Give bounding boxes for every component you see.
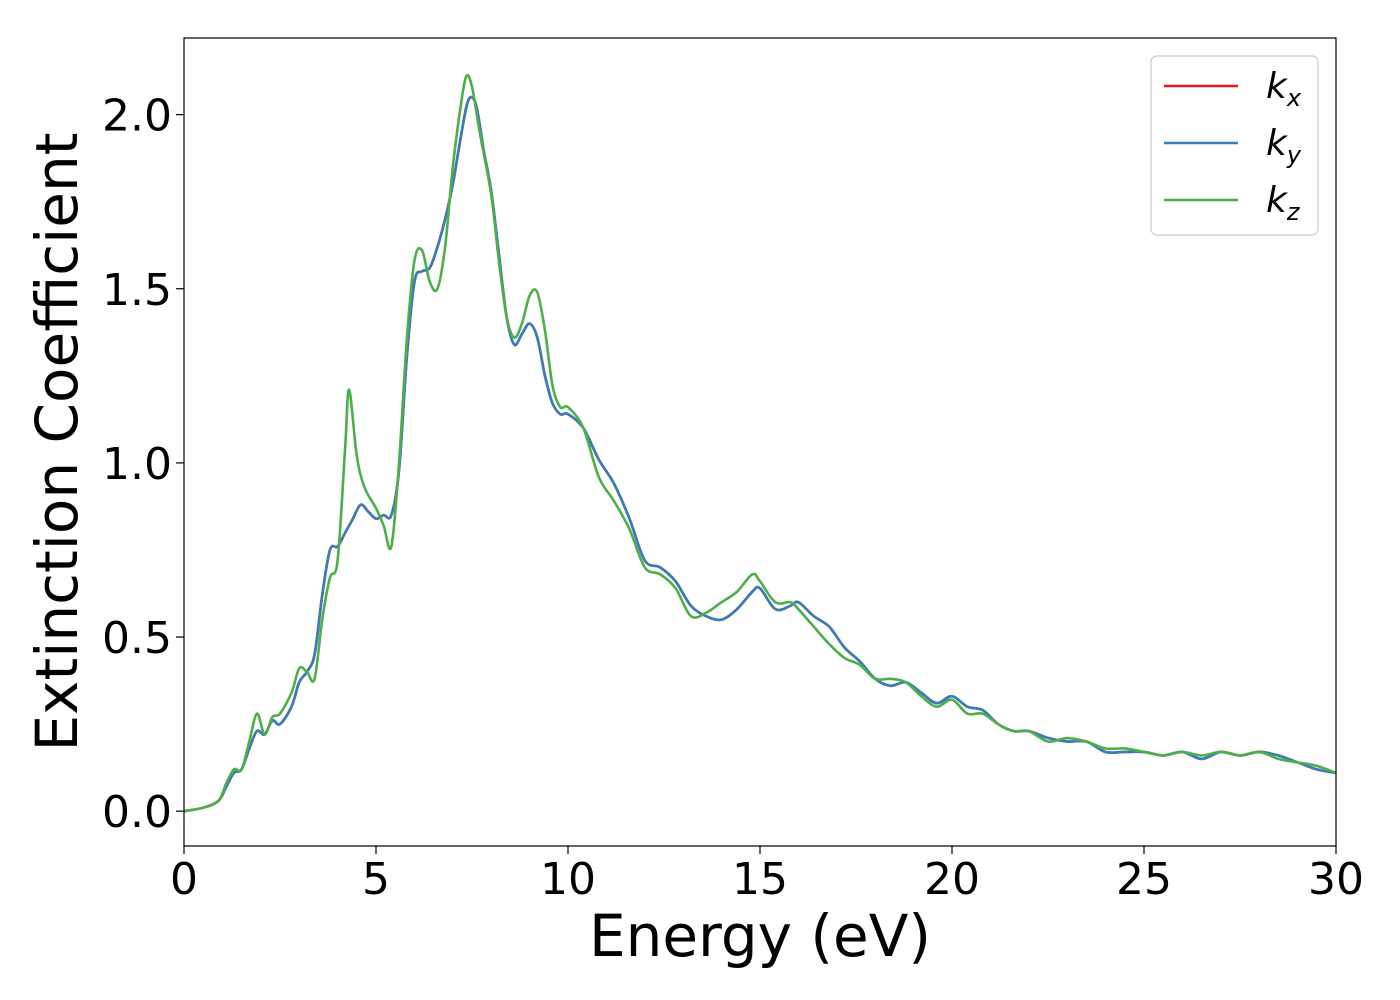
legend-label-z: kz	[1266, 180, 1301, 226]
legend-label-x: kx	[1266, 66, 1302, 112]
x-tick-label: 15	[732, 854, 788, 905]
x-tick-label: 25	[1116, 854, 1172, 905]
y-tick-label: 0.5	[102, 613, 172, 664]
y-axis-label: Extinction Coefficient	[23, 133, 91, 752]
x-tick-label: 30	[1308, 854, 1364, 905]
x-tick-label: 5	[362, 854, 390, 905]
legend-items: kx ky kz	[1164, 66, 1302, 226]
y-axis-ticks: 0.0 0.5 1.0 1.5 2.0	[102, 91, 184, 838]
x-tick-label: 20	[924, 854, 980, 905]
legend-label-y: ky	[1266, 123, 1302, 169]
legend-item-x: kx	[1164, 66, 1302, 112]
x-axis-label: Energy (eV)	[589, 902, 931, 970]
y-tick-label: 0.0	[102, 787, 172, 838]
series-line-z	[184, 73, 1336, 813]
x-axis-ticks: 0 5 10 15 20 25 30	[170, 846, 1364, 905]
y-tick-label: 1.5	[102, 265, 172, 316]
legend-box	[1150, 55, 1319, 236]
legend-item-y: ky	[1164, 123, 1302, 169]
y-tick-label: 2.0	[102, 91, 172, 142]
series-layer	[184, 73, 1336, 813]
y-tick-label: 1.0	[102, 439, 172, 490]
legend-item-z: kz	[1164, 180, 1301, 226]
x-tick-label: 0	[170, 854, 198, 905]
legend: kx ky kz	[1150, 55, 1319, 236]
x-tick-label: 10	[540, 854, 596, 905]
